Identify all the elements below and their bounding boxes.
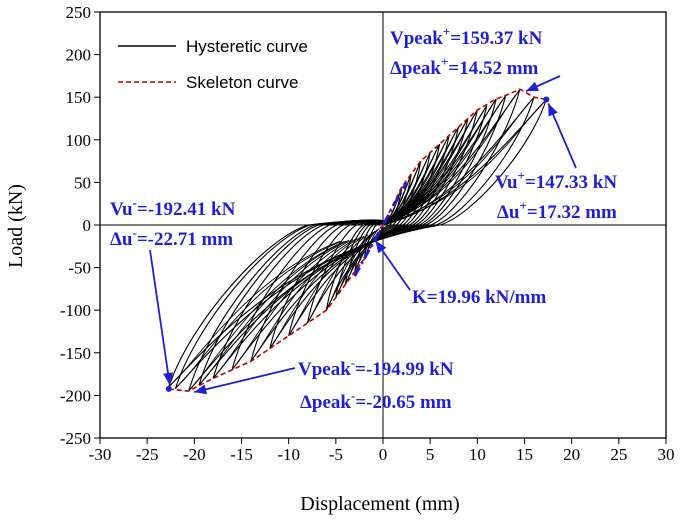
skeleton-curve [168,88,547,392]
x-tick-label: 0 [379,445,388,464]
x-axis-title: Displacement (mm) [300,493,459,515]
hysteresis-repeat-15 [174,104,542,381]
peak-neg-arrow-head [194,384,208,395]
y-tick-label: -250 [60,429,91,448]
stiffness-arrow-head [375,240,387,254]
hysteresis-repeat-4 [336,155,430,295]
ult-pos-line2: Δu+=17.32 mm [497,198,617,223]
x-tick-label: -30 [89,445,112,464]
hysteresis-loop-12 [198,95,507,386]
hysteresis-repeat-12 [204,100,503,380]
ult-neg-line2: Δu-=-22.71 mm [110,225,233,250]
annotation-arrows [149,75,577,395]
hysteresis-repeat-11 [217,103,494,373]
x-tick-label: -20 [183,445,206,464]
hysteresis-repeat-7 [291,130,457,332]
stiffness-label: K=19.96 kN/mm [412,287,546,308]
legend: Hysteretic curve Skeleton curve [118,37,308,92]
y-tick-label: 50 [74,173,91,192]
stiffness-line-layer [353,181,408,277]
hysteresis-repeat-13 [194,94,517,385]
y-tick-label: 0 [83,216,92,235]
x-tick-label: 15 [516,445,533,464]
y-tick-label: -150 [60,344,91,363]
y-tick-label: 250 [66,3,92,22]
x-tick-label: 25 [610,445,627,464]
legend-skeleton-label: Skeleton curve [186,73,298,92]
hysteresis-repeat-14 [181,102,530,383]
skeleton-curve-layer [168,88,547,392]
y-tick-label: 100 [66,131,92,150]
axes-layer: -30 -25 -20 -15 -10 -5 0 5 10 15 20 25 30-250-200-15… [60,3,675,464]
y-tick-label: -100 [60,301,91,320]
hysteretic-curves [168,89,547,392]
x-tick-label: -10 [277,445,300,464]
peak-pos-line1: Vpeak+=159.37 kN [390,24,543,49]
y-tick-label: -200 [60,386,91,405]
peak-neg-line1: Vpeak-=-194.99 kN [298,355,454,380]
legend-hysteretic-label: Hysteretic curve [186,37,308,56]
stiffness-line [353,181,408,277]
ult-neg-line1: Vu-=-192.41 kN [110,195,236,220]
x-tick-label: 5 [426,445,435,464]
x-tick-label: 10 [469,445,486,464]
hysteresis-repeat-5 [327,147,439,307]
y-tick-label: 150 [66,88,92,107]
y-tick-label: -50 [68,259,91,278]
x-tick-label: -25 [136,445,159,464]
x-tick-label: -5 [329,445,343,464]
x-tick-label: -15 [230,445,253,464]
x-tick-label: 20 [563,445,580,464]
hysteresis-repeat-6 [309,138,448,320]
ult-pos-arrow-head [548,103,558,117]
x-tick-label: 30 [658,445,675,464]
peak-neg-arrow-shaft [193,367,296,394]
ult-neg-arrow-shaft [149,249,171,386]
y-tick-label: 200 [66,46,92,65]
peak-pos-arrow-head [525,81,539,92]
peak-pos-line2: Δpeak+=14.52 mm [390,54,539,79]
hysteresis-repeat-9 [254,114,475,357]
ult-pos-line1: Vu+=147.33 kN [495,168,617,193]
peak-neg-line2: Δpeak-=-20.65 mm [300,388,452,413]
ult-pos-point [543,96,550,103]
ult-neg-arrow-head [163,372,173,385]
ult-neg-point [165,385,172,392]
y-axis-title: Load (kN) [5,184,27,268]
